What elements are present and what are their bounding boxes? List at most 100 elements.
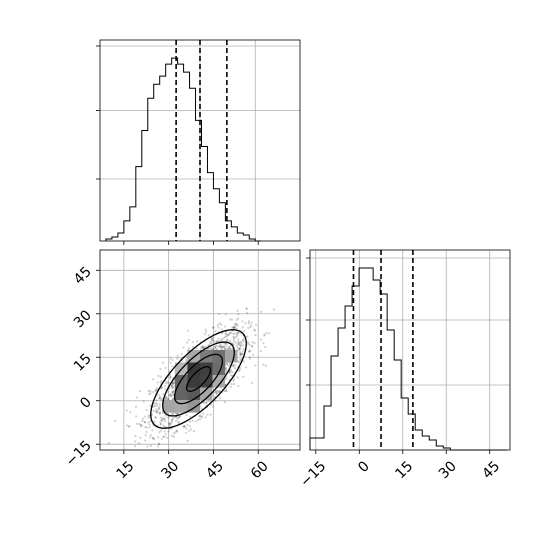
x-marginal-bar <box>207 173 213 241</box>
scatter-point <box>237 330 240 334</box>
scatter-point <box>140 425 143 428</box>
x-marginal-bar <box>142 130 148 241</box>
scatter-point <box>200 407 203 410</box>
scatter-point <box>175 430 178 433</box>
scatter-point <box>204 416 207 419</box>
scatter-point <box>242 360 245 363</box>
scatter-point <box>263 334 266 337</box>
scatter-point <box>214 399 217 403</box>
scatter-point <box>236 309 239 312</box>
scatter-point <box>160 386 164 389</box>
scatter-point <box>155 404 159 407</box>
density-cell <box>162 400 175 413</box>
scatter-point <box>182 425 186 428</box>
scatter-point <box>228 372 231 375</box>
scatter-point <box>235 318 238 321</box>
scatter-point <box>234 363 237 367</box>
scatter-point <box>191 345 195 349</box>
scatter-point <box>213 346 216 349</box>
scatter-point <box>158 394 161 397</box>
scatter-point <box>169 361 172 364</box>
scatter-point <box>215 340 219 343</box>
scatter-point <box>204 401 208 405</box>
scatter-point <box>144 421 147 424</box>
scatter-point <box>230 383 233 386</box>
scatter-point <box>190 428 193 431</box>
scatter-point <box>134 405 138 408</box>
x-marginal-panel <box>96 39 301 245</box>
y-marginal-bar <box>401 398 408 450</box>
scatter-point <box>241 326 244 329</box>
scatter-point <box>212 326 215 329</box>
scatter-point <box>148 393 151 396</box>
scatter-point <box>152 378 155 381</box>
scatter-point <box>226 364 229 367</box>
scatter-point <box>154 389 157 392</box>
y-marginal-x-tick-label: 15 <box>392 458 416 482</box>
scatter-point <box>186 341 189 344</box>
scatter-point <box>159 398 163 401</box>
scatter-point <box>220 323 223 326</box>
x-marginal-bar <box>124 221 130 241</box>
scatter-point <box>225 333 228 336</box>
scatter-point <box>165 396 168 399</box>
scatter-point <box>188 425 192 428</box>
scatter-point <box>228 345 231 348</box>
scatter-point <box>241 344 244 347</box>
x-marginal-bar <box>112 237 118 241</box>
scatter-point <box>226 362 229 366</box>
scatter-point <box>216 389 219 392</box>
scatter-point <box>149 444 153 447</box>
y-marginal-x-tick-label: 45 <box>479 458 503 482</box>
scatter-point <box>171 385 174 388</box>
scatter-point <box>174 431 177 434</box>
scatter-point <box>143 415 146 418</box>
scatter-point <box>171 392 174 395</box>
scatter-point <box>238 350 242 354</box>
scatter-point <box>170 413 173 416</box>
scatter-point <box>147 414 150 417</box>
scatter-point <box>209 413 212 416</box>
scatter-point <box>210 342 213 345</box>
scatter-point <box>228 346 231 350</box>
scatter-point <box>158 405 161 408</box>
scatter-point <box>170 384 173 387</box>
scatter-point <box>248 355 251 359</box>
scatter-point <box>251 341 254 344</box>
scatter-point <box>170 418 174 421</box>
scatter-point <box>155 408 158 411</box>
y-marginal-bar <box>436 446 443 450</box>
scatter-point <box>170 385 173 388</box>
scatter-point <box>227 334 230 337</box>
scatter-point <box>149 436 152 439</box>
joint-panel: 15 30 45 60 −15 0 15 30 45 <box>63 249 301 482</box>
scatter-point <box>160 419 163 422</box>
scatter-point <box>169 423 172 426</box>
scatter-point <box>148 423 151 426</box>
scatter-point <box>209 347 212 351</box>
scatter-point <box>247 326 250 330</box>
scatter-point <box>160 386 163 389</box>
scatter-point <box>239 340 242 344</box>
scatter-point <box>233 322 237 326</box>
scatter-point <box>214 345 217 349</box>
scatter-point <box>160 437 163 441</box>
x-marginal-bar <box>178 64 184 241</box>
scatter-point <box>224 390 227 393</box>
scatter-point <box>185 359 189 362</box>
x-marginal-bar <box>184 72 190 241</box>
scatter-point <box>250 345 254 348</box>
scatter-point <box>238 341 241 344</box>
scatter-point <box>204 328 207 331</box>
scatter-point <box>214 345 217 348</box>
x-marginal-histogram-step <box>105 57 262 242</box>
scatter-point <box>247 342 250 345</box>
y-marginal-x-tick-label: 30 <box>436 458 460 482</box>
scatter-point <box>188 429 191 432</box>
scatter-point <box>206 413 209 416</box>
scatter-point <box>157 442 160 445</box>
scatter-point <box>239 354 242 357</box>
scatter-point <box>226 348 229 351</box>
scatter-point <box>235 331 239 334</box>
